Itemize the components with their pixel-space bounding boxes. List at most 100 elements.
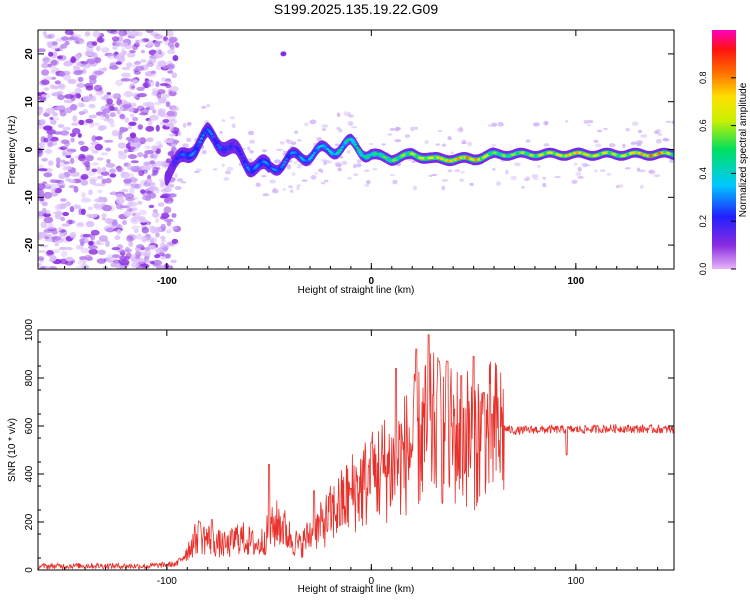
spectrum-noise-blob bbox=[100, 171, 110, 176]
spectrum-halo-blob bbox=[249, 150, 254, 154]
spectrum-noise-blob bbox=[82, 233, 92, 238]
spectrum-noise-blob bbox=[133, 60, 141, 65]
spectrum-noise-blob bbox=[64, 247, 73, 251]
spectrum-noise-blob bbox=[124, 117, 130, 123]
spectrum-ridge-core bbox=[309, 156, 313, 159]
spectrum-halo-blob bbox=[296, 184, 301, 187]
spectrum-halo-blob bbox=[347, 121, 354, 126]
spectrum-halo-blob bbox=[178, 131, 182, 136]
spectrum-halo-blob bbox=[466, 141, 473, 147]
spectrum-ridge-core bbox=[198, 140, 202, 144]
spectrum-halo-blob bbox=[255, 182, 261, 188]
spectrum-noise-blob bbox=[123, 162, 131, 168]
spectrum-noise-blob bbox=[41, 94, 46, 98]
spectrum-halo-blob bbox=[337, 167, 342, 172]
spectrum-noise-blob bbox=[94, 197, 105, 203]
spectrum-ridge-core bbox=[337, 150, 341, 153]
spectrum-ridge-core bbox=[339, 148, 343, 151]
spectrum-ridge-core bbox=[283, 160, 287, 164]
spectrum-halo-blob bbox=[324, 179, 329, 183]
spectrum-halo-blob bbox=[182, 143, 189, 148]
spectrum-noise-blob bbox=[109, 65, 119, 70]
spectrum-halo-blob bbox=[334, 143, 340, 146]
spectrum-noise-blob bbox=[80, 61, 89, 65]
spectrum-noise-blob bbox=[38, 168, 48, 172]
spectrum-noise-blob bbox=[140, 49, 145, 54]
spectrum-noise-blob bbox=[65, 154, 72, 159]
spectrum-noise-blob bbox=[132, 196, 139, 200]
spectrum-halo-blob bbox=[170, 185, 175, 188]
spectrum-noise-blob bbox=[63, 99, 74, 104]
spectrum-noise-blob bbox=[158, 144, 164, 148]
spectrum-ridge-core bbox=[200, 137, 204, 140]
spectrum-noise-blob bbox=[78, 208, 83, 216]
spectrum-halo-blob bbox=[381, 143, 386, 146]
spectrum-noise-blob bbox=[58, 71, 66, 77]
spectrum-noise-blob bbox=[40, 79, 50, 85]
spectrum-noise-blob bbox=[126, 52, 136, 58]
colorbar-axis: 0.0 0.2 0.4 0.6 0.8 bbox=[698, 72, 736, 275]
spectrum-noise-blob bbox=[38, 256, 45, 261]
spectrum-halo-blob bbox=[525, 176, 531, 181]
spectrum-halo-blob bbox=[461, 141, 467, 144]
spectrum-noise-blob bbox=[131, 85, 135, 89]
spectrum-halo-blob bbox=[206, 104, 210, 107]
spectrum-noise-blob bbox=[62, 126, 71, 131]
spectrum-noise-blob bbox=[96, 111, 104, 116]
spectrum-ridge-core bbox=[208, 130, 212, 133]
spectrum-halo-blob bbox=[193, 170, 200, 173]
spectrum-noise-blob bbox=[55, 179, 65, 184]
spectrum-halo-blob bbox=[648, 170, 653, 174]
spectrum-noise-blob bbox=[124, 246, 130, 253]
spectrum-halo-blob bbox=[603, 127, 608, 131]
spectrum-noise-blob bbox=[53, 131, 62, 135]
spectrum-noise-blob bbox=[136, 265, 145, 269]
spectrum-noise-blob bbox=[38, 125, 44, 130]
spectrum-noise-blob bbox=[138, 209, 147, 216]
spectrum-noise-blob bbox=[106, 98, 113, 105]
spectrum-noise-blob bbox=[96, 45, 101, 52]
colorbar-tick-label: 0.8 bbox=[698, 72, 708, 85]
spectrum-halo-blob bbox=[624, 167, 631, 170]
spectrum-noise-blob bbox=[91, 150, 99, 154]
spectrum-noise-blob bbox=[128, 107, 134, 113]
spectrum-halo-blob bbox=[341, 160, 348, 165]
spectrum-noise-blob bbox=[146, 137, 154, 142]
spectrum-halo-blob bbox=[438, 129, 442, 133]
spectrum-noise-blob bbox=[62, 150, 67, 157]
spectrum-halo-blob bbox=[531, 174, 539, 179]
spectrum-ridge-core bbox=[281, 163, 285, 166]
spectrum-noise-blob bbox=[49, 254, 57, 262]
spectrum-noise-blob bbox=[94, 70, 104, 75]
spectrum-halo-blob bbox=[447, 136, 452, 141]
spectrum-halo-blob bbox=[231, 123, 236, 128]
spectrum-noise-blob bbox=[91, 168, 98, 173]
spectrum-halo-blob bbox=[441, 179, 448, 182]
snr-xtick-label: 100 bbox=[567, 576, 584, 587]
spectrum-noise-blob bbox=[54, 204, 63, 211]
spectrum-halo-blob bbox=[347, 176, 352, 180]
spectrum-noise-blob bbox=[130, 183, 140, 189]
spectrum-noise-blob bbox=[165, 253, 171, 259]
spectrum-halo-blob bbox=[174, 186, 182, 190]
spectrum-halo-blob bbox=[594, 169, 598, 173]
spectrum-noise-blob bbox=[162, 119, 170, 123]
spectrum-noise-blob bbox=[171, 213, 177, 218]
spectrum-halo-blob bbox=[587, 120, 594, 124]
spectrum-noise-blob bbox=[149, 192, 156, 199]
spectrum-noise-blob bbox=[42, 31, 47, 36]
spectrum-halo-blob bbox=[532, 178, 539, 180]
spectrum-ridge-core bbox=[312, 151, 317, 155]
spectrum-noise-blob bbox=[62, 211, 69, 217]
colorbar-gradient bbox=[712, 30, 736, 269]
spectrum-noise-blob bbox=[115, 197, 125, 205]
spectrum-noise-blob bbox=[137, 152, 144, 158]
spectrum-noise-blob bbox=[75, 222, 85, 228]
spectrum-halo-blob bbox=[293, 161, 297, 164]
spectrum-noise-blob bbox=[144, 145, 151, 149]
spectrum-ridge-core bbox=[340, 146, 344, 149]
spectrum-halo-blob bbox=[496, 181, 502, 186]
spectrum-noise-blob bbox=[157, 108, 166, 114]
spectrum-noise-blob bbox=[101, 166, 107, 173]
spectrum-halo-blob bbox=[201, 105, 207, 109]
